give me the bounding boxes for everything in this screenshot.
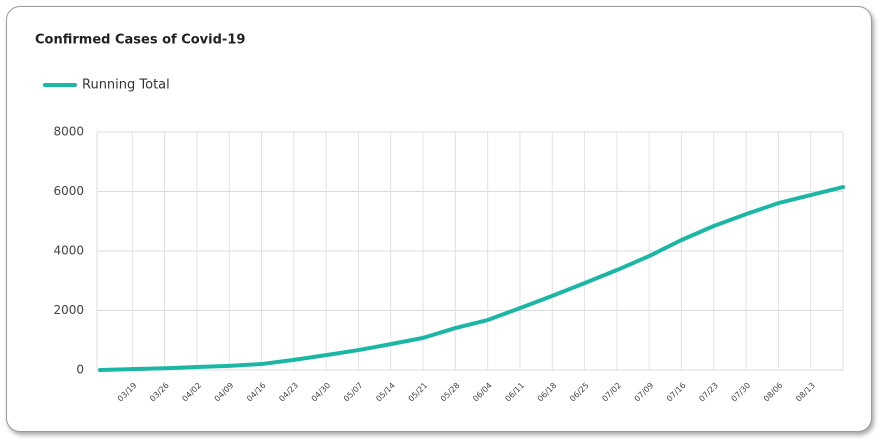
x-tick-label: 06/18 [536,381,559,404]
x-tick-label: 08/06 [762,381,785,404]
y-tick-label: 6000 [53,184,84,198]
line-series [98,185,845,372]
x-tick-label: 08/13 [794,381,817,404]
x-tick-label: 03/19 [116,381,139,404]
x-tick-label: 05/21 [407,381,430,404]
x-tick-label: 04/23 [277,381,300,404]
y-tick-label: 4000 [53,244,84,258]
x-tick-label: 04/02 [180,381,203,404]
chart-title: Confirmed Cases of Covid-19 [35,33,245,48]
y-tick-label: 0 [76,363,84,377]
x-tick-label: 04/30 [310,381,333,404]
x-tick-label: 04/16 [245,381,268,404]
x-tick-label: 07/16 [665,381,688,404]
x-tick-label: 07/30 [730,381,753,404]
x-tick-label: 03/26 [148,381,171,404]
x-tick-label: 05/14 [374,381,397,404]
x-tick-label: 06/04 [471,381,494,404]
x-tick-label: 07/02 [600,381,623,404]
legend-label: Running Total [82,78,170,93]
x-tick-label: 07/09 [633,381,656,404]
x-tick-label: 04/09 [213,381,236,404]
y-tick-label: 2000 [53,303,84,317]
y-tick-label: 8000 [53,125,84,139]
x-tick-label: 05/07 [342,381,365,404]
x-tick-label: 06/25 [568,381,591,404]
x-tick-label: 07/23 [697,381,720,404]
x-tick-label: 06/11 [503,381,526,404]
x-tick-label: 05/28 [439,381,462,404]
